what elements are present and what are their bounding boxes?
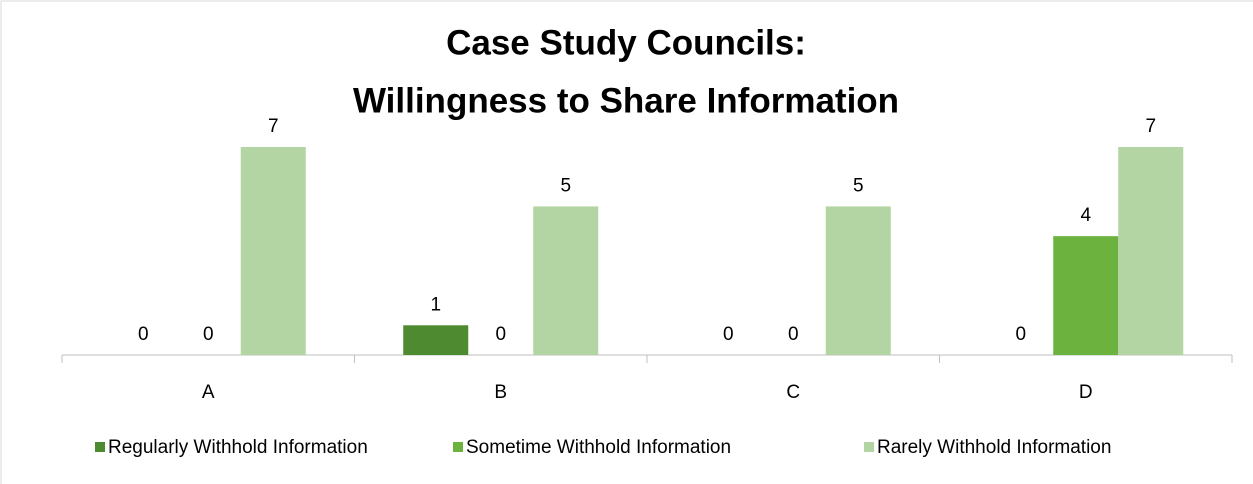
legend-swatch bbox=[95, 442, 105, 452]
data-label: 0 bbox=[495, 324, 506, 345]
legend-label: Regularly Withhold Information bbox=[108, 437, 368, 458]
legend-label: Rarely Withhold Information bbox=[877, 437, 1111, 458]
legend-swatch bbox=[453, 442, 463, 452]
data-label: 5 bbox=[853, 175, 864, 196]
data-label: 0 bbox=[788, 324, 799, 345]
x-tick-label: B bbox=[494, 382, 507, 403]
legend-swatch bbox=[864, 442, 874, 452]
bar bbox=[1053, 236, 1119, 355]
data-label: 7 bbox=[1145, 116, 1156, 137]
x-tick-label: A bbox=[202, 382, 215, 403]
data-label: 0 bbox=[203, 324, 214, 345]
chart-title: Case Study Councils: bbox=[446, 23, 806, 62]
bar bbox=[240, 147, 306, 355]
chart-title: Willingness to Share Information bbox=[353, 81, 899, 120]
legend-label: Sometime Withhold Information bbox=[466, 437, 731, 458]
data-label: 0 bbox=[1015, 324, 1026, 345]
bar bbox=[533, 206, 599, 355]
data-label: 7 bbox=[268, 116, 279, 137]
data-label: 0 bbox=[138, 324, 149, 345]
bar bbox=[1118, 147, 1184, 355]
data-label: 5 bbox=[560, 175, 571, 196]
bar bbox=[825, 206, 891, 355]
data-label: 4 bbox=[1080, 205, 1091, 226]
bar bbox=[403, 325, 469, 355]
data-label: 0 bbox=[723, 324, 734, 345]
data-label: 1 bbox=[430, 294, 441, 315]
x-tick-label: C bbox=[786, 382, 800, 403]
x-tick-label: D bbox=[1079, 382, 1093, 403]
